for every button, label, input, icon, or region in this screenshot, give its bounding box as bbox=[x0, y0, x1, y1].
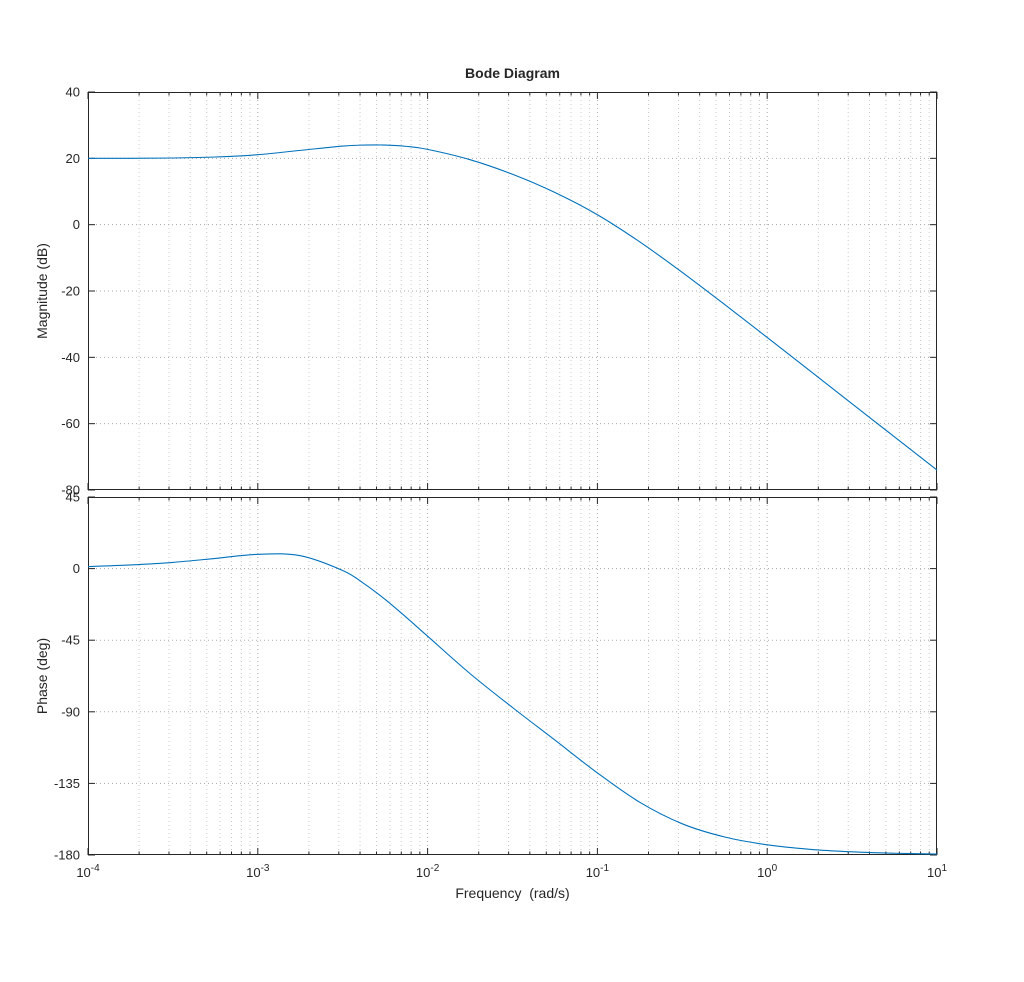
y-tick-label: -80 bbox=[61, 483, 80, 498]
y-tick-label: 40 bbox=[66, 85, 80, 100]
magnitude-curve bbox=[87, 144, 938, 471]
axes-box bbox=[88, 92, 937, 490]
phase-curve bbox=[87, 553, 938, 855]
x-tick-label: 10-3 bbox=[246, 863, 270, 880]
y-tick-label: 0 bbox=[73, 561, 80, 576]
y-tick-label: -135 bbox=[54, 776, 80, 791]
y-tick-label: -60 bbox=[61, 416, 80, 431]
y-tick-label: 0 bbox=[73, 217, 80, 232]
x-tick-label: 100 bbox=[757, 863, 777, 880]
x-tick-label: 101 bbox=[927, 863, 947, 880]
y-tick-label: -40 bbox=[61, 350, 80, 365]
x-tick-label: 10-4 bbox=[76, 863, 100, 880]
x-tick-label: 10-1 bbox=[586, 863, 610, 880]
magnitude-axis-label: Magnitude (dB) bbox=[34, 243, 50, 339]
axes-box bbox=[88, 497, 937, 855]
y-tick-label: -45 bbox=[61, 633, 80, 648]
mag-subplot: 40 20 0 -20 -40 -60 -80 bbox=[61, 85, 938, 498]
chart-title: Bode Diagram bbox=[465, 65, 560, 81]
phase-axis-label: Phase (deg) bbox=[34, 637, 50, 715]
y-tick-label: 20 bbox=[66, 151, 80, 166]
y-tick-label: -20 bbox=[61, 284, 80, 299]
x-tick-label: 10-2 bbox=[416, 863, 440, 880]
frequency-axis-label: Frequency (rad/s) bbox=[455, 885, 570, 901]
y-tick-label: -180 bbox=[54, 848, 80, 863]
y-tick-label: -90 bbox=[61, 704, 80, 719]
y-tick-label: 45 bbox=[66, 490, 80, 505]
